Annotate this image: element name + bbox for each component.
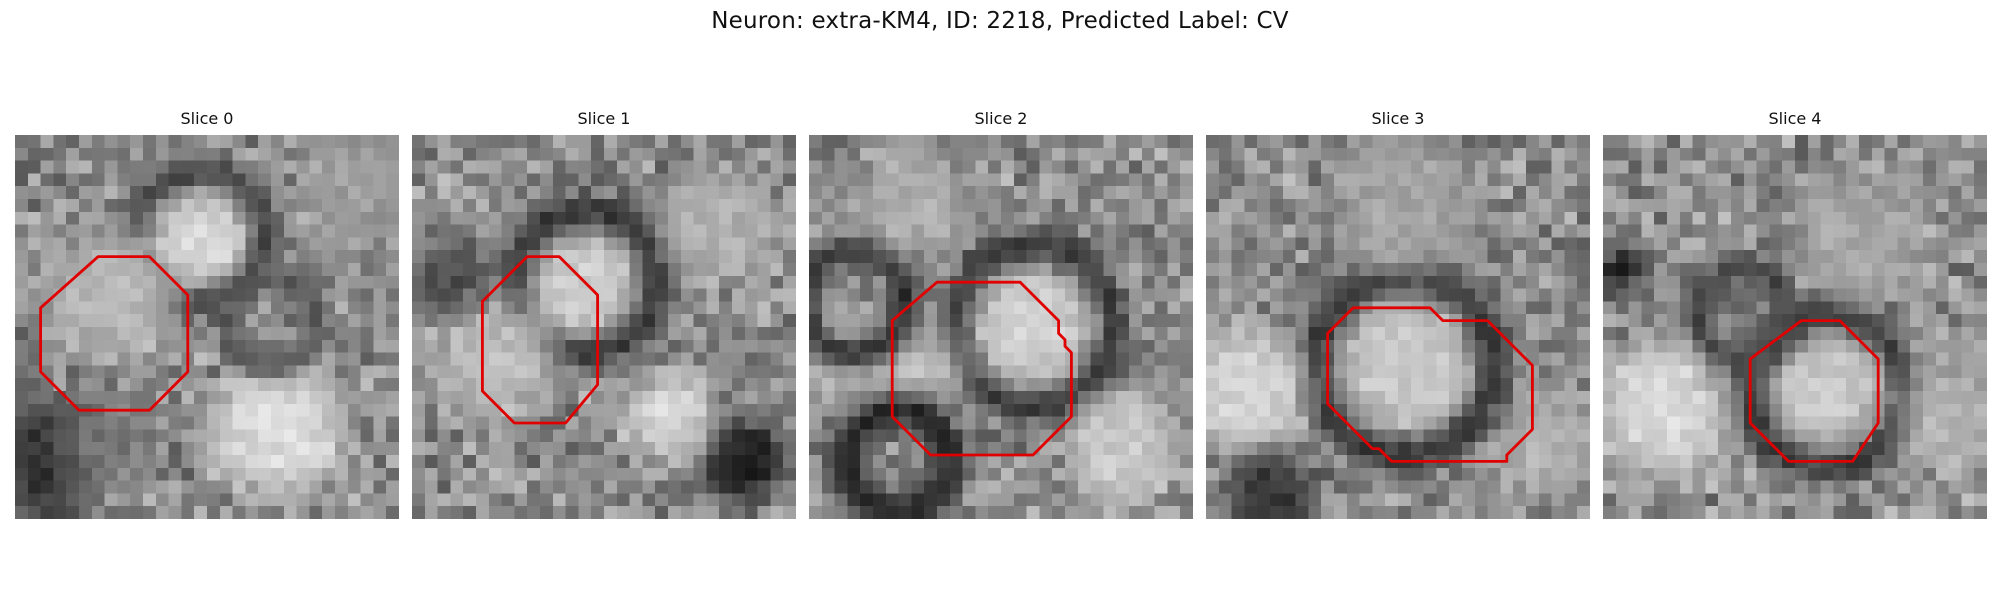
slice-image-0 — [15, 135, 399, 519]
slice-title-4: Slice 4 — [1768, 109, 1822, 128]
slice-image-4 — [1603, 135, 1987, 519]
slice-title-0: Slice 0 — [180, 109, 234, 128]
slice-title-2: Slice 2 — [974, 109, 1028, 128]
slice-panel-4: Slice 4 — [1603, 108, 1987, 519]
contour-outline — [1326, 306, 1534, 463]
slice-title-1: Slice 1 — [577, 109, 631, 128]
slice-image-2 — [809, 135, 1193, 519]
contour-outline — [39, 255, 190, 412]
contour-outline — [480, 255, 600, 425]
figure-title: Neuron: extra-KM4, ID: 2218, Predicted L… — [711, 8, 1289, 34]
contour-outline — [890, 280, 1073, 457]
slice-panel-0: Slice 0 — [15, 108, 399, 519]
slice-panel-2: Slice 2 — [809, 108, 1193, 519]
slice-image-3 — [1206, 135, 1590, 519]
slice-panel-1: Slice 1 — [412, 108, 796, 519]
slice-panel-3: Slice 3 — [1206, 108, 1590, 519]
slice-image-1 — [412, 135, 796, 519]
contour-outline — [1748, 319, 1880, 463]
slice-title-3: Slice 3 — [1371, 109, 1425, 128]
